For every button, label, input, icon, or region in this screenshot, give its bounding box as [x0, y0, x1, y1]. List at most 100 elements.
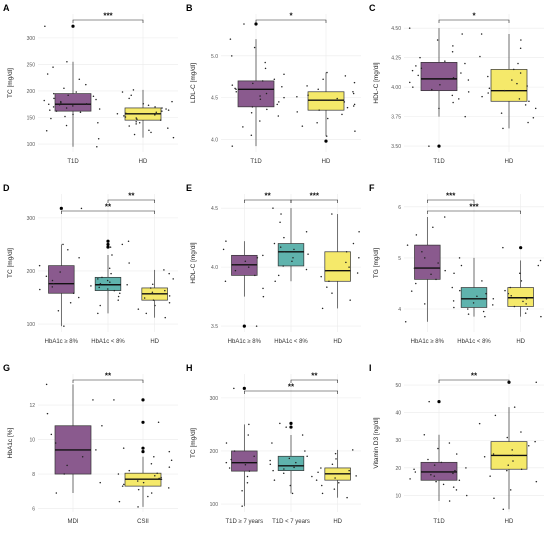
data-point: [333, 488, 336, 490]
data-point: [137, 506, 139, 508]
box-2: [451, 257, 495, 318]
bracket-line: [290, 199, 338, 203]
bracket-line: [438, 19, 510, 23]
data-point: [276, 103, 278, 106]
data-point: [123, 115, 125, 117]
data-point: [522, 300, 524, 303]
data-point: [224, 280, 227, 283]
data-point: [338, 482, 340, 484]
data-point: [535, 480, 538, 483]
outlier-point: [254, 22, 258, 26]
x-tick-label: HD: [333, 339, 342, 345]
y-tick-label: 10: [395, 493, 401, 499]
data-point: [358, 256, 360, 259]
data-point: [251, 106, 254, 108]
data-point: [250, 134, 253, 137]
data-point: [269, 463, 272, 465]
data-point: [433, 475, 436, 477]
panel-e: E 3.5 4.0 4.5 HbA1c ≥ 8% HbA1c < 8% HD HDL-C [m…: [183, 180, 366, 360]
data-point: [459, 289, 461, 292]
data-point: [352, 242, 355, 245]
outlier-point: [242, 324, 246, 328]
y-tick-label: 3.75: [391, 115, 401, 121]
data-point: [60, 100, 62, 103]
data-point: [50, 117, 52, 120]
data-point: [119, 292, 121, 295]
data-point: [336, 97, 338, 100]
box-1: [222, 240, 265, 328]
data-point: [513, 305, 516, 308]
data-point: [483, 456, 486, 458]
x-tick-label: HbA1c ≥ 8%: [45, 339, 79, 345]
bracket-line: [427, 199, 475, 203]
data-point: [507, 464, 509, 466]
box-2: [90, 239, 130, 315]
data-point: [233, 450, 236, 452]
bracket-line: [438, 379, 510, 383]
y-tick-label: 100: [27, 142, 36, 148]
data-point: [272, 469, 274, 472]
data-point: [50, 433, 53, 436]
data-point: [253, 455, 255, 458]
data-point: [117, 473, 120, 475]
data-point: [306, 85, 308, 87]
panel-label: G: [3, 363, 11, 373]
box-iqr: [54, 93, 92, 112]
data-point: [458, 479, 461, 482]
data-point: [455, 489, 458, 491]
data-point: [324, 269, 327, 272]
data-point: [493, 497, 495, 499]
data-point: [150, 131, 152, 134]
data-point: [430, 473, 432, 476]
data-point: [167, 487, 170, 489]
x-tick-label: T1D ≥ 7 years: [226, 519, 264, 525]
data-point: [420, 67, 423, 70]
x-tick-label: HD: [139, 159, 148, 165]
data-point: [509, 286, 512, 289]
data-point: [489, 475, 491, 477]
data-point: [296, 96, 298, 98]
data-point: [527, 297, 529, 299]
y-tick-label: 4.25: [391, 56, 401, 62]
data-point: [500, 112, 503, 114]
data-point: [444, 269, 446, 272]
data-point: [280, 213, 282, 215]
data-point: [352, 91, 354, 93]
data-point: [78, 78, 81, 81]
y-tick-label: 4.5: [211, 206, 218, 212]
data-point: [250, 111, 253, 114]
panel-label: E: [186, 183, 193, 193]
data-point: [231, 145, 234, 147]
data-point: [451, 50, 454, 53]
data-point: [165, 108, 167, 110]
x-tick-label: HbA1c < 8%: [457, 339, 491, 345]
data-point: [512, 460, 514, 462]
box-1: [229, 22, 285, 147]
boxplot-chart: 3.5 4.0 4.5 HbA1c ≥ 8% HbA1c < 8% HD HDL-C [mg…: [190, 192, 361, 345]
data-point: [412, 86, 414, 88]
data-point: [262, 287, 264, 290]
data-point: [167, 127, 169, 129]
data-point: [262, 295, 265, 298]
data-point: [423, 303, 426, 305]
data-point: [527, 121, 529, 124]
data-point: [151, 291, 154, 293]
data-point: [111, 254, 113, 256]
y-tick-label: 300: [27, 36, 36, 42]
data-point: [128, 469, 131, 472]
data-point: [65, 124, 68, 127]
data-point: [414, 471, 417, 473]
box-1: [45, 383, 103, 494]
bracket-line: [72, 19, 144, 23]
data-point: [235, 91, 238, 93]
y-tick-label: 4.5: [211, 96, 218, 102]
data-point: [421, 251, 423, 253]
panel-label: I: [369, 363, 372, 373]
data-point: [254, 274, 256, 277]
data-point: [415, 65, 417, 67]
data-point: [234, 269, 237, 272]
y-tick-label: 300: [210, 396, 219, 402]
data-point: [259, 120, 261, 122]
significance-label: **: [265, 192, 272, 201]
